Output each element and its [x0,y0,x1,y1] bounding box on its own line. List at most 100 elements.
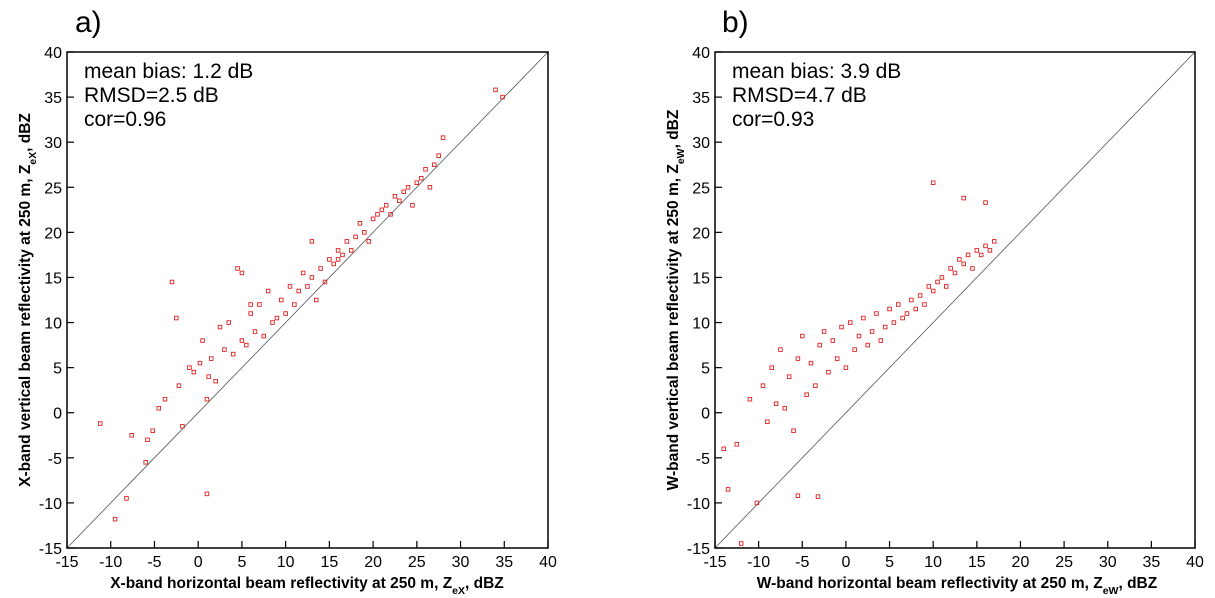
y-tick-label: 15 [44,270,62,287]
data-point [865,342,870,348]
y-tick-label: 35 [692,90,710,107]
data-point [156,405,162,411]
data-point [436,153,441,158]
data-point [204,396,210,402]
panel-a: -15 -10 -5 0 5 10 15 20 25 30 35 40 -15 -10 -5 0 5 10 15 20… [17,6,557,597]
data-point [379,207,385,213]
data-point [423,166,428,172]
data-point [283,311,288,316]
data-point [808,360,814,366]
data-point [410,203,415,208]
data-point [112,516,118,522]
data-point [856,333,862,339]
data-point [209,356,214,361]
data-point [270,320,275,325]
data-point [830,338,836,343]
data-point [913,306,918,312]
data-point [318,266,323,271]
y-tick-label: 5 [701,361,710,378]
y-tick-label: 20 [44,225,62,242]
x-tick-label: -5 [795,554,809,571]
data-point [309,239,315,244]
y-tick-label: 30 [44,135,62,152]
x-tick-label: 20 [1012,554,1030,571]
data-point [197,360,203,366]
data-point [848,320,853,325]
stats-annotation: cor=0.93 [732,108,814,131]
data-point [970,266,975,271]
plot-frame [66,51,549,549]
y-axis-label: W-band vertical beam reflectivity at 250… [665,109,687,490]
data-points [97,87,505,522]
y-tick-label: 10 [692,316,710,333]
panel-label: b) [722,6,749,39]
data-point [353,234,358,240]
x-tick-label: 15 [968,554,986,571]
x-tick-label: -15 [55,554,78,571]
data-point [734,442,740,447]
data-point [817,342,822,348]
data-point [869,329,875,334]
data-point [891,320,897,325]
stats-annotation: cor=0.96 [84,108,166,131]
x-tick-label: 40 [1186,554,1204,571]
data-point [882,324,888,330]
data-point [800,333,805,339]
y-axis-label: X-band vertical beam reflectivity at 250… [17,113,39,487]
x-tick-label: 0 [194,554,203,571]
data-point [795,356,801,361]
data-points [721,180,997,546]
data-point [344,239,350,244]
panel-label: a) [75,6,102,39]
data-point [852,347,857,352]
stats-annotation: mean bias: 3.9 dB [732,60,901,83]
y-tick-label: 30 [692,135,710,152]
data-point [257,302,262,307]
x-tick-label: 15 [320,554,338,571]
data-point [235,266,240,271]
data-point [978,252,984,258]
x-axis-label: W-band horizontal beam reflectivity at 2… [757,575,1158,597]
data-point [948,266,953,271]
data-point [226,320,232,325]
x-tick-label: 35 [1142,554,1160,571]
data-point [440,135,446,140]
data-point [773,401,779,406]
data-point [176,383,182,388]
data-point [952,270,958,276]
data-point [861,315,866,321]
y-tick-label: -15 [687,541,710,558]
data-point [383,203,389,208]
data-point [904,311,910,316]
y-tick-label: 40 [692,45,710,62]
data-point [786,374,792,379]
data-point [292,302,297,307]
data-point [287,284,293,289]
data-point [983,200,988,205]
data-point [362,230,367,235]
x-tick-label: 0 [841,554,850,571]
x-tick-label: 5 [885,554,894,571]
y-tick-label: 0 [701,406,710,423]
data-point [813,383,818,388]
data-point [493,87,498,93]
data-point [414,180,420,186]
y-tick-label: 0 [53,406,62,423]
data-point [169,279,175,285]
y-tick-label: 15 [692,270,710,287]
data-point [335,248,341,253]
data-point [930,180,936,186]
data-point [340,252,345,258]
data-point [187,365,192,370]
data-point [124,496,129,501]
data-point [322,279,328,285]
plot-frame [714,51,1196,549]
x-tick-label: 10 [277,554,295,571]
data-point [987,248,993,253]
data-point [725,487,731,492]
data-point [900,315,905,321]
data-point [874,311,879,316]
stats-annotation: mean bias: 1.2 dB [84,60,253,83]
data-point [795,493,801,498]
data-point [939,275,945,280]
